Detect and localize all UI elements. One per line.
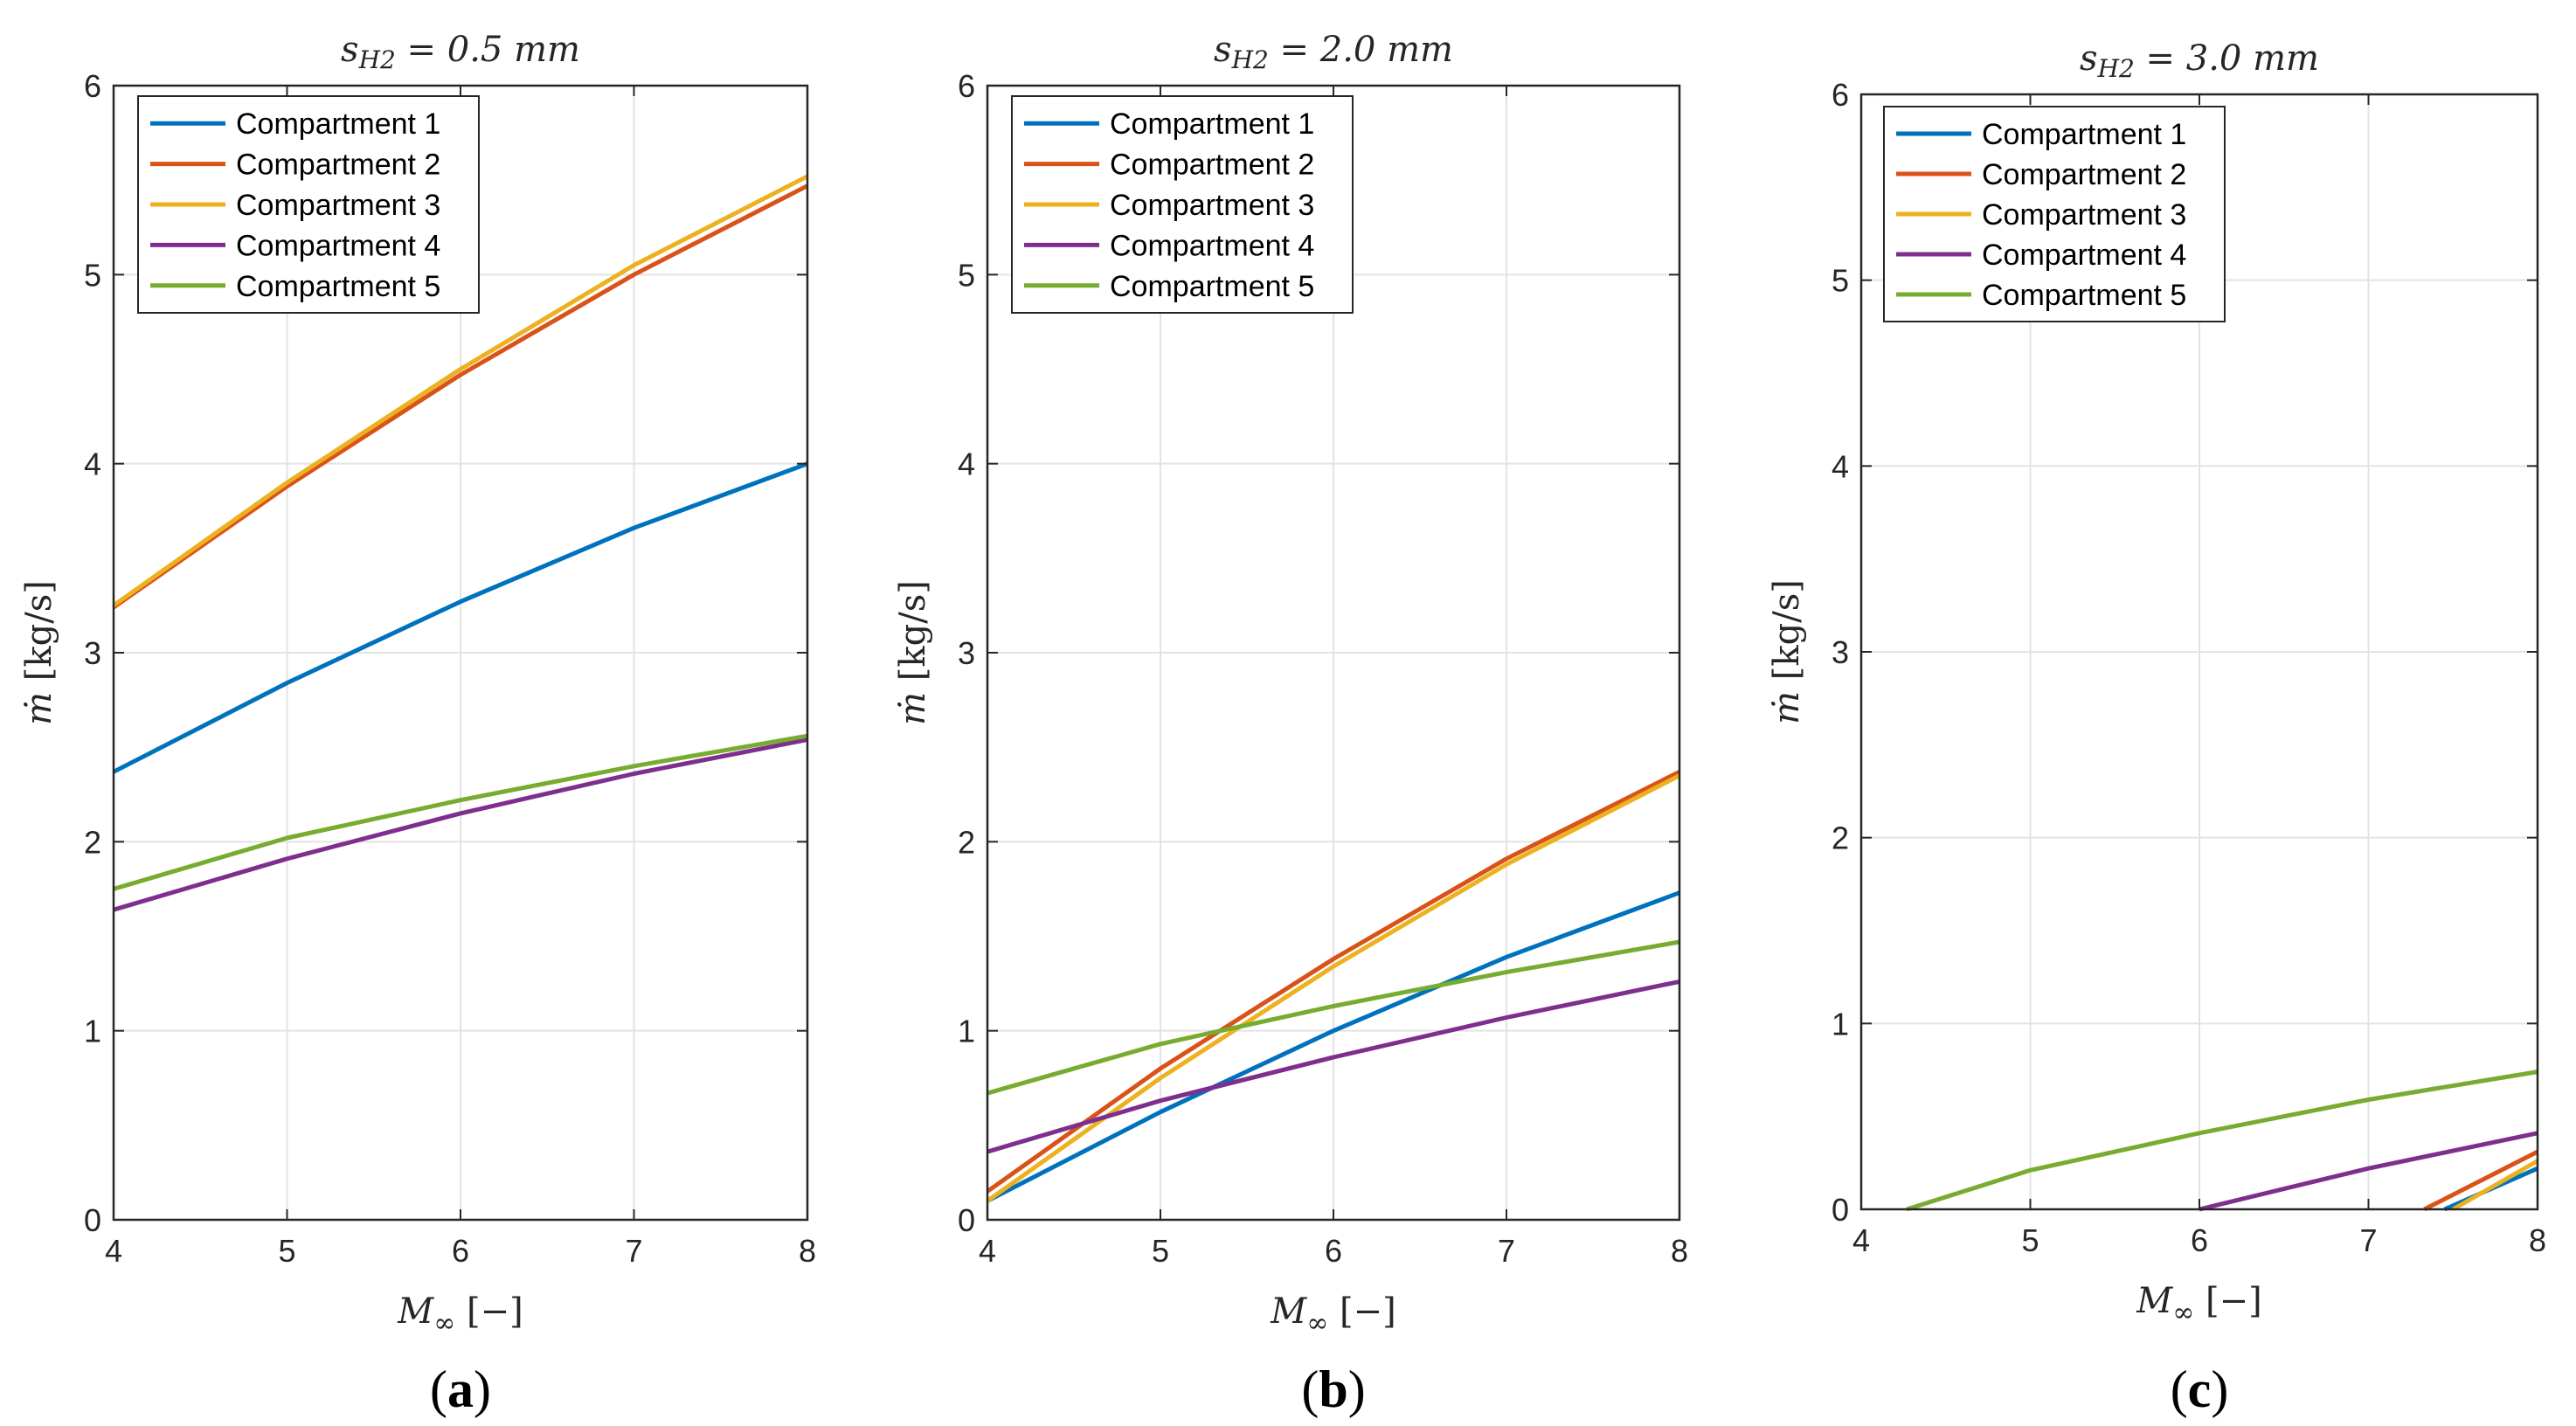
y-tick-label: 6 bbox=[1832, 77, 1849, 113]
legend-entry-label: Compartment 2 bbox=[1110, 149, 1314, 182]
x-tick-label: 5 bbox=[278, 1233, 295, 1269]
x-tick-label: 5 bbox=[1152, 1233, 1169, 1269]
x-tick-label: 6 bbox=[1325, 1233, 1342, 1269]
y-tick-label: 2 bbox=[958, 824, 975, 860]
x-tick-label: 8 bbox=[2529, 1222, 2546, 1258]
x-tick-label: 8 bbox=[799, 1233, 816, 1269]
y-axis-label: ṁ [kg/s] bbox=[893, 580, 933, 725]
x-tick-label: 4 bbox=[979, 1233, 996, 1269]
y-tick-label: 6 bbox=[84, 68, 101, 104]
series-line-compartment-4 bbox=[987, 979, 1680, 1154]
x-tick-label: 7 bbox=[1498, 1233, 1515, 1269]
series-line-compartment-5 bbox=[987, 939, 1680, 1096]
legend-entry-label: Compartment 5 bbox=[236, 270, 440, 303]
legend-entry-label: Compartment 3 bbox=[1982, 198, 2186, 232]
x-tick-label: 8 bbox=[1671, 1233, 1688, 1269]
y-tick-label: 4 bbox=[1832, 448, 1849, 484]
y-tick-label: 1 bbox=[958, 1014, 975, 1049]
series-line-compartment-2 bbox=[112, 183, 809, 610]
panel-label: (b) bbox=[1301, 1360, 1365, 1418]
legend-entry-label: Compartment 1 bbox=[1982, 118, 2186, 151]
x-tick-label: 7 bbox=[625, 1233, 642, 1269]
legend-entry-label: Compartment 4 bbox=[236, 229, 440, 262]
x-axis-label: M∞ [−] bbox=[1270, 1291, 1395, 1339]
x-tick-label: 5 bbox=[2021, 1222, 2039, 1258]
x-axis-label: M∞ [−] bbox=[2136, 1281, 2261, 1328]
x-tick-label: 6 bbox=[452, 1233, 469, 1269]
series-line-compartment-4 bbox=[2199, 1131, 2538, 1212]
legend: Compartment 1 Compartment 2 Compartment 3 C… bbox=[137, 95, 480, 314]
y-tick-label: 2 bbox=[1832, 820, 1849, 856]
y-tick-label: 0 bbox=[84, 1202, 101, 1238]
y-tick-label: 4 bbox=[84, 446, 101, 482]
y-axis-label: ṁ [kg/s] bbox=[19, 580, 59, 725]
panel-label: (c) bbox=[2171, 1360, 2229, 1418]
x-tick-label: 7 bbox=[2359, 1222, 2377, 1258]
y-tick-label: 0 bbox=[1832, 1192, 1849, 1228]
y-tick-label: 3 bbox=[84, 635, 101, 671]
y-tick-label: 1 bbox=[1832, 1006, 1849, 1042]
series-line-compartment-1 bbox=[112, 461, 808, 774]
chart-title: sH2 = 0.5 mm bbox=[341, 30, 580, 74]
x-axis-label: M∞ [−] bbox=[397, 1291, 523, 1339]
series-line-compartment-3 bbox=[2452, 1159, 2539, 1212]
y-tick-label: 3 bbox=[958, 635, 975, 671]
legend-entry-label: Compartment 5 bbox=[1110, 270, 1314, 303]
chart-panel-c: 4 5 6 7 8 0 1 2 3 4 5 6 sH2 = 3.0 mm M∞ [−] ṁ [kg/s] Co… bbox=[1767, 38, 2546, 1418]
x-tick-label: 4 bbox=[1852, 1222, 1870, 1258]
chart-title: sH2 = 2.0 mm bbox=[1214, 30, 1453, 74]
legend-entry-label: Compartment 1 bbox=[236, 107, 440, 141]
legend-entry-label: Compartment 2 bbox=[236, 149, 440, 182]
y-tick-label: 3 bbox=[1832, 634, 1849, 670]
y-tick-label: 5 bbox=[958, 257, 975, 293]
x-tick-label: 4 bbox=[105, 1233, 122, 1269]
chart-panel-a: 4 5 6 7 8 0 1 2 3 4 5 6 sH2 = 0.5 mm M∞ [−] ṁ [kg/s] Co… bbox=[19, 30, 816, 1418]
y-tick-label: 6 bbox=[958, 68, 975, 104]
series-line-compartment-1 bbox=[986, 890, 1680, 1203]
series-line-compartment-5 bbox=[1906, 1070, 2538, 1212]
legend-entry-label: Compartment 4 bbox=[1110, 229, 1314, 262]
legend: Compartment 1 Compartment 2 Compartment 3 C… bbox=[1011, 95, 1354, 314]
y-axis-label: ṁ [kg/s] bbox=[1767, 579, 1807, 724]
series-line-compartment-5 bbox=[113, 733, 808, 891]
y-tick-label: 0 bbox=[958, 1202, 975, 1238]
legend-entry-label: Compartment 2 bbox=[1982, 158, 2186, 191]
y-tick-label: 5 bbox=[1832, 263, 1849, 299]
x-tick-label: 6 bbox=[2191, 1222, 2208, 1258]
y-tick-label: 2 bbox=[84, 824, 101, 860]
chart-panel-b: 4 5 6 7 8 0 1 2 3 4 5 6 sH2 = 2.0 mm M∞ [−] ṁ [kg/s] Co… bbox=[893, 30, 1688, 1418]
panel-label: (a) bbox=[430, 1360, 491, 1418]
legend: Compartment 1 Compartment 2 Compartment 3 C… bbox=[1883, 106, 2226, 322]
y-tick-label: 1 bbox=[84, 1014, 101, 1049]
legend-entry-label: Compartment 3 bbox=[236, 189, 440, 222]
legend-entry-label: Compartment 5 bbox=[1982, 279, 2186, 312]
series-line-compartment-3 bbox=[112, 174, 809, 607]
series-line-compartment-4 bbox=[113, 737, 808, 912]
y-tick-label: 4 bbox=[958, 446, 975, 482]
series-line-compartment-2 bbox=[986, 770, 1681, 1194]
legend-entry-label: Compartment 3 bbox=[1110, 189, 1314, 222]
legend-entry-label: Compartment 1 bbox=[1110, 107, 1314, 141]
y-tick-label: 5 bbox=[84, 257, 101, 293]
chart-title: sH2 = 3.0 mm bbox=[2080, 38, 2319, 83]
legend-entry-label: Compartment 4 bbox=[1982, 239, 2186, 272]
series-line-compartment-2 bbox=[2423, 1149, 2539, 1212]
